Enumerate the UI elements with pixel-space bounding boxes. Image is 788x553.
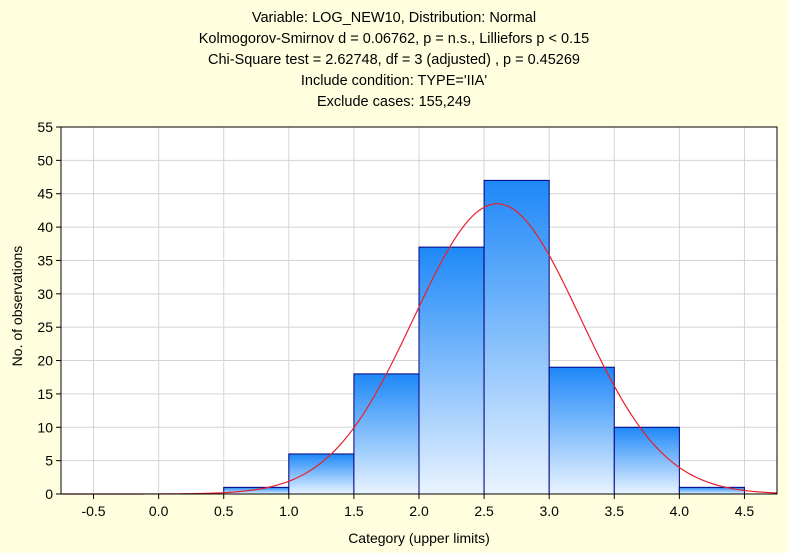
- histogram-bar: [548, 366, 615, 495]
- y-tick-label: 25: [37, 319, 53, 335]
- x-tick-label: 0.5: [214, 503, 234, 519]
- histogram-bar: [223, 486, 290, 495]
- histogram-bar: [288, 453, 355, 495]
- y-tick-label: 30: [37, 286, 53, 302]
- y-tick-label: 35: [37, 252, 53, 268]
- histogram-bar: [678, 486, 745, 495]
- y-tick-label: 55: [37, 119, 53, 135]
- y-axis-label: No. of observations: [9, 246, 25, 367]
- y-tick-label: 5: [45, 453, 53, 469]
- y-tick-label: 10: [37, 419, 53, 435]
- x-tick-label: 0.0: [149, 503, 169, 519]
- chart-title-block: Variable: LOG_NEW10, Distribution: Norma…: [0, 8, 788, 113]
- histogram-bar: [613, 426, 680, 495]
- y-tick-label: 50: [37, 152, 53, 168]
- title-chi-square: Chi-Square test = 2.62748, df = 3 (adjus…: [207, 52, 580, 68]
- histogram-bars: [223, 179, 745, 495]
- x-tick-label: 1.0: [279, 503, 299, 519]
- x-tick-label: 2.0: [409, 503, 429, 519]
- histogram-bar: [353, 373, 420, 495]
- x-tick-label: 4.5: [735, 503, 755, 519]
- x-axis: -0.5 0.0 0.5 1.0 1.5 2.0 2.5 3.0 3.5 4.0 4.5: [81, 494, 754, 519]
- title-variable: Variable: LOG_NEW10, Distribution: Norma…: [251, 10, 537, 26]
- x-axis-label: Category (upper limits): [348, 530, 490, 546]
- y-axis: 0 5 10 15 20 25 30 35 40 45 50 55: [37, 119, 61, 502]
- title-ks-test: Kolmogorov-Smirnov d = 0.06762, p = n.s.…: [198, 31, 590, 47]
- histogram-bar: [418, 246, 485, 495]
- x-tick-label: 3.0: [539, 503, 559, 519]
- x-tick-label: 3.5: [605, 503, 625, 519]
- x-tick-label: 2.5: [474, 503, 494, 519]
- title-exclude-cases: Exclude cases: 155,249: [317, 94, 471, 110]
- y-tick-label: 20: [37, 353, 53, 369]
- y-tick-label: 15: [37, 386, 53, 402]
- y-tick-label: 45: [37, 186, 53, 202]
- y-tick-label: 0: [45, 486, 53, 502]
- x-tick-label: 4.0: [670, 503, 690, 519]
- x-tick-label: -0.5: [81, 503, 105, 519]
- title-include-condition: Include condition: TYPE='IIA': [300, 73, 488, 89]
- x-tick-label: 1.5: [344, 503, 364, 519]
- y-tick-label: 40: [37, 219, 53, 235]
- histogram-bar: [483, 179, 550, 495]
